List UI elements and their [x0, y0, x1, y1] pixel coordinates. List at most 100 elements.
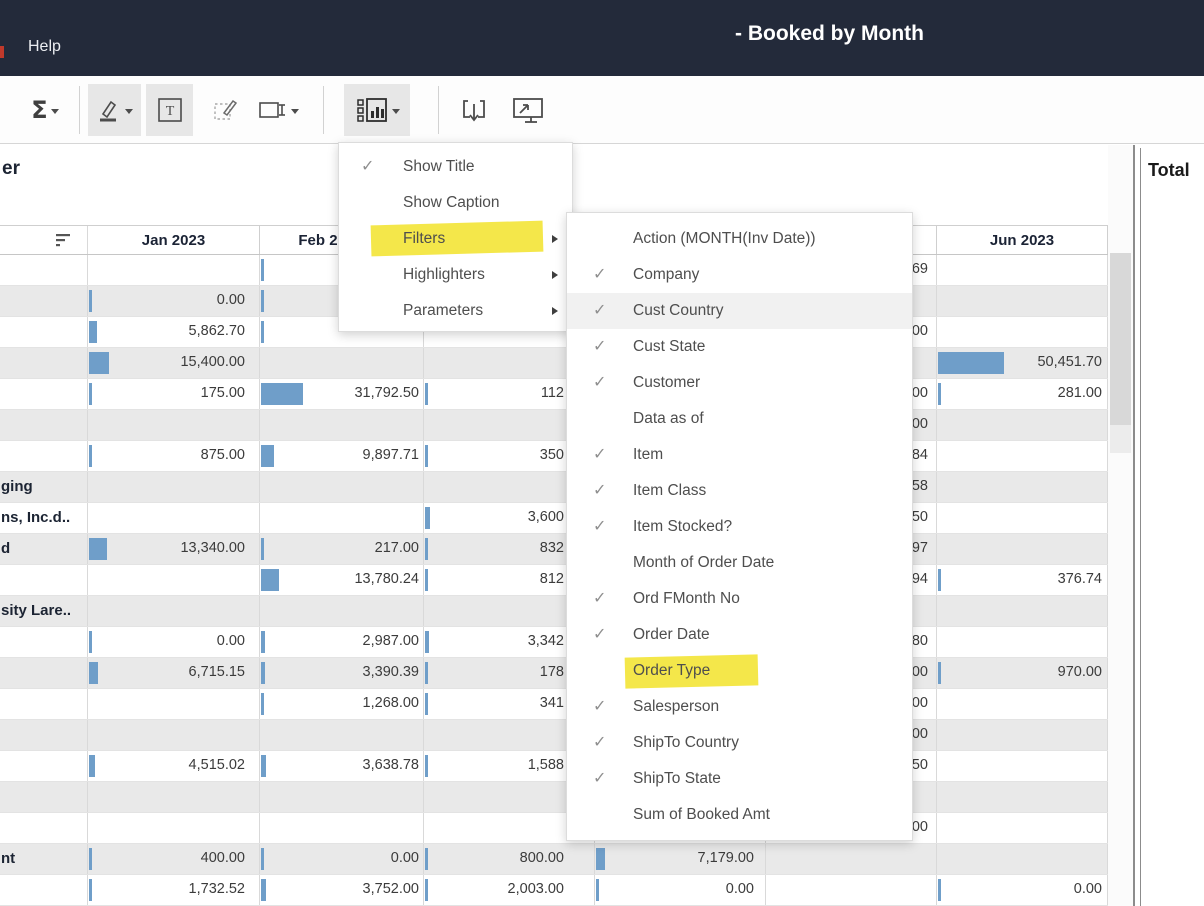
value-cell[interactable] [260, 503, 424, 533]
row-label-cell[interactable] [0, 348, 88, 378]
value-cell[interactable]: 5,862.70 [88, 317, 260, 347]
value-cell[interactable] [766, 596, 937, 626]
bar-mark[interactable] [261, 259, 264, 281]
row-label-cell[interactable] [0, 441, 88, 471]
bar-mark[interactable] [89, 290, 92, 312]
annotate-button[interactable] [203, 84, 249, 136]
download-button[interactable] [452, 84, 496, 136]
bar-mark[interactable] [425, 693, 428, 715]
bar-mark[interactable] [425, 755, 428, 777]
pane-divider[interactable] [1133, 145, 1135, 906]
highlight-pen-button[interactable] [88, 84, 141, 136]
value-cell[interactable] [260, 720, 424, 750]
value-cell[interactable] [88, 410, 260, 440]
value-cell[interactable] [260, 317, 424, 347]
row-label-cell[interactable] [0, 720, 88, 750]
row-label-cell[interactable] [0, 379, 88, 409]
value-cell[interactable] [260, 410, 424, 440]
value-cell[interactable]: 875.00 [88, 441, 260, 471]
value-cell[interactable] [937, 255, 1108, 285]
scrollbar-thumb[interactable] [1110, 253, 1131, 425]
value-cell[interactable]: 3,752.00 [260, 875, 424, 905]
value-cell[interactable]: 58 [766, 472, 937, 502]
bar-mark[interactable] [425, 631, 429, 653]
value-cell[interactable] [260, 596, 424, 626]
value-cell[interactable] [937, 844, 1108, 874]
bar-mark[interactable] [596, 848, 605, 870]
bar-mark[interactable] [938, 879, 941, 901]
value-cell[interactable] [937, 689, 1108, 719]
value-cell[interactable] [937, 813, 1108, 843]
row-label-cell[interactable] [0, 565, 88, 595]
value-cell[interactable]: 0.00 [937, 875, 1108, 905]
value-cell[interactable] [88, 689, 260, 719]
bar-mark[interactable] [261, 755, 266, 777]
text-label-button[interactable]: T [146, 84, 193, 136]
column-header[interactable]: Jun 2023 [937, 226, 1108, 254]
value-cell[interactable]: 217.00 [260, 534, 424, 564]
value-cell[interactable]: 00 [766, 813, 937, 843]
value-cell[interactable]: 0.00 [88, 627, 260, 657]
bar-mark[interactable] [938, 569, 941, 591]
sort-icon[interactable] [55, 233, 73, 247]
value-cell[interactable] [88, 813, 260, 843]
value-cell[interactable]: 31,792.50 [260, 379, 424, 409]
value-cell[interactable] [260, 813, 424, 843]
menu-item-company[interactable]: ✓ Company [567, 257, 912, 293]
menu-item-shipto-state[interactable]: ✓ ShipTo State [567, 761, 912, 797]
row-label-cell[interactable] [0, 658, 88, 688]
bar-mark[interactable] [261, 383, 303, 405]
value-cell[interactable]: 1,268.00 [260, 689, 424, 719]
bar-mark[interactable] [425, 569, 428, 591]
value-cell[interactable]: 6,715.15 [88, 658, 260, 688]
bar-mark[interactable] [89, 755, 95, 777]
bar-mark[interactable] [261, 445, 274, 467]
menu-item-sum-of-booked-amt[interactable]: Sum of Booked Amt [567, 797, 912, 833]
bar-mark[interactable] [89, 848, 92, 870]
value-cell[interactable] [937, 441, 1108, 471]
bar-mark[interactable] [425, 879, 428, 901]
value-cell[interactable]: 2,987.00 [260, 627, 424, 657]
row-label-cell[interactable] [0, 813, 88, 843]
menu-item-item-stocked[interactable]: ✓ Item Stocked? [567, 509, 912, 545]
menu-item-salesperson[interactable]: ✓ Salesperson [567, 689, 912, 725]
column-header[interactable] [766, 226, 937, 254]
value-cell[interactable]: 0.00 [260, 844, 424, 874]
value-cell[interactable] [260, 782, 424, 812]
value-cell[interactable]: 9,897.71 [260, 441, 424, 471]
row-label-cell[interactable] [0, 782, 88, 812]
value-cell[interactable]: 00 [766, 410, 937, 440]
menu-item-show-caption[interactable]: Show Caption [339, 185, 572, 221]
menu-item-month-of-order-date[interactable]: Month of Order Date [567, 545, 912, 581]
bar-mark[interactable] [261, 631, 265, 653]
value-cell[interactable] [766, 782, 937, 812]
value-cell[interactable] [260, 348, 424, 378]
menu-item-show-title[interactable]: ✓ Show Title [339, 149, 572, 185]
bar-mark[interactable] [261, 848, 264, 870]
presentation-mode-button[interactable] [503, 84, 553, 136]
value-cell[interactable]: 4,515.02 [88, 751, 260, 781]
row-label-cell[interactable]: d [0, 534, 88, 564]
menu-item-filters[interactable]: Filters [339, 220, 572, 257]
row-label-cell[interactable] [0, 627, 88, 657]
value-cell[interactable]: 13,340.00 [88, 534, 260, 564]
value-cell[interactable]: 2,003.00 [424, 875, 595, 905]
row-label-cell[interactable] [0, 689, 88, 719]
value-cell[interactable]: 7,179.00 [595, 844, 766, 874]
value-cell[interactable]: 13,780.24 [260, 565, 424, 595]
value-cell[interactable] [88, 565, 260, 595]
value-cell[interactable]: 376.74 [937, 565, 1108, 595]
menu-item-parameters[interactable]: Parameters [339, 293, 572, 329]
menu-item-ord-fmonth-no[interactable]: ✓ Ord FMonth No [567, 581, 912, 617]
bar-mark[interactable] [89, 879, 92, 901]
value-cell[interactable]: 00 [766, 317, 937, 347]
value-cell[interactable]: 400.00 [88, 844, 260, 874]
menu-item-item-class[interactable]: ✓ Item Class [567, 473, 912, 509]
value-cell[interactable]: 3,390.39 [260, 658, 424, 688]
value-cell[interactable] [88, 503, 260, 533]
row-label-cell[interactable] [0, 751, 88, 781]
bar-mark[interactable] [261, 569, 279, 591]
bar-mark[interactable] [89, 352, 109, 374]
bar-mark[interactable] [261, 879, 266, 901]
bar-mark[interactable] [261, 693, 264, 715]
